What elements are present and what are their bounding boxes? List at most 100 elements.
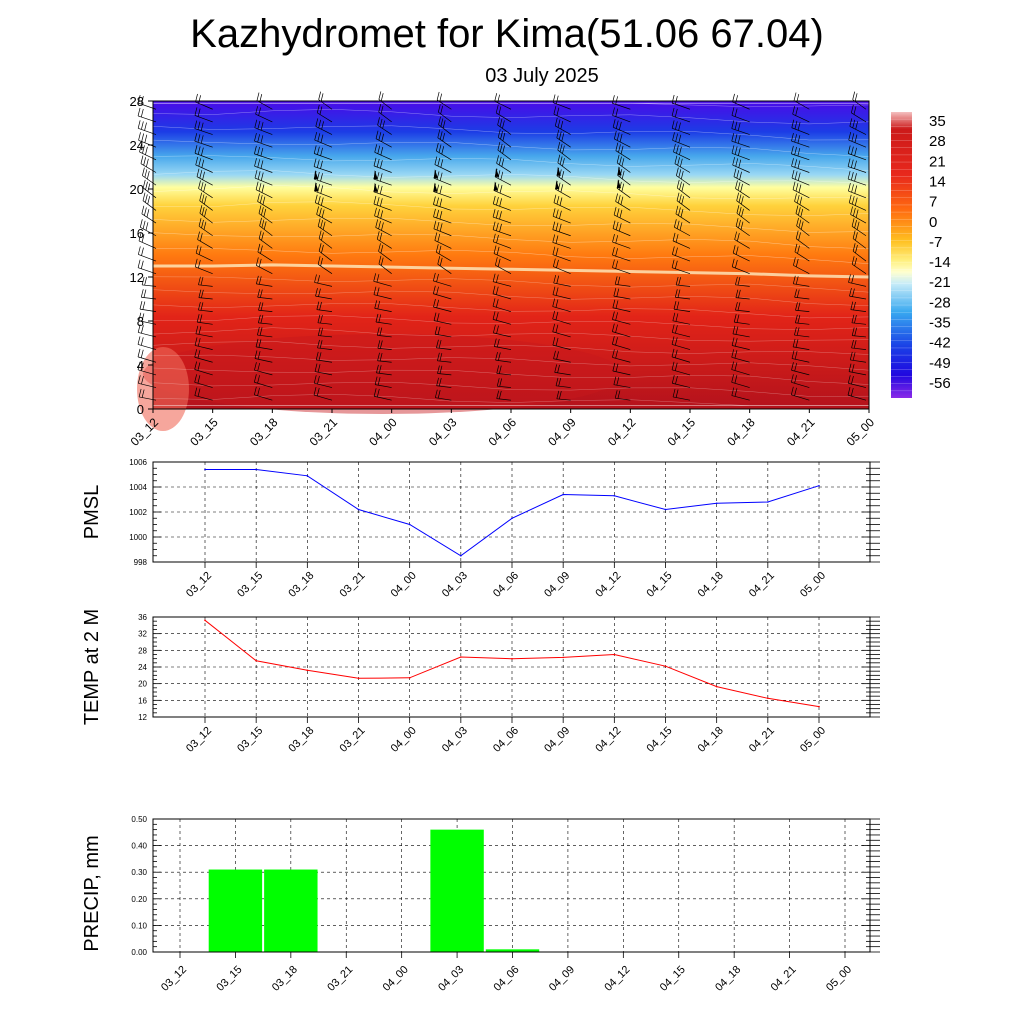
wind-barb-feather bbox=[146, 209, 150, 218]
pmsl-point bbox=[204, 468, 206, 471]
isotherm-lower bbox=[152, 367, 870, 385]
wind-barb-feather bbox=[671, 259, 675, 268]
wind-barb-feather bbox=[795, 314, 798, 323]
wind-barb-feather bbox=[851, 375, 854, 385]
isotherm-upper bbox=[152, 155, 870, 172]
wind-barb-feather bbox=[137, 375, 141, 384]
wind-barb-feather bbox=[558, 169, 562, 178]
wind-barb-feather bbox=[498, 365, 502, 374]
wind-barb-feather bbox=[436, 299, 440, 308]
wind-barb-feather bbox=[204, 196, 207, 205]
wind-barb-feather bbox=[615, 324, 618, 333]
wind-barb-feather bbox=[254, 169, 258, 179]
wind-barb-feather bbox=[672, 232, 676, 241]
wind-barb-feather bbox=[849, 351, 853, 361]
wind-barb-feather bbox=[850, 301, 854, 310]
freezing-level-line bbox=[153, 263, 870, 279]
x-tick-label: 03_12 bbox=[184, 725, 214, 755]
wind-barb-feather bbox=[496, 155, 499, 164]
wind-barb bbox=[257, 296, 273, 300]
wind-barb-feather bbox=[494, 257, 498, 266]
wind-barb-feather bbox=[442, 133, 445, 142]
wind-barb-feather bbox=[260, 160, 264, 169]
wind-barb-feather bbox=[141, 276, 145, 286]
wind-barb-feather bbox=[147, 183, 151, 192]
wind-barb-feather bbox=[611, 323, 615, 332]
wind-barb-feather bbox=[552, 221, 556, 230]
wind-barb-feather bbox=[798, 219, 802, 228]
wind-barb-feather bbox=[196, 168, 200, 177]
wind-barb-feather bbox=[434, 389, 438, 398]
temperature-field bbox=[153, 101, 869, 409]
wind-barb-feather bbox=[499, 378, 503, 387]
wind-barb bbox=[672, 320, 691, 325]
wind-barb-feather bbox=[373, 157, 377, 166]
x-tick-label: 04_18 bbox=[696, 725, 726, 755]
wind-barb-feather bbox=[257, 171, 261, 180]
wind-barb-feather bbox=[261, 232, 264, 241]
wind-barb-feather bbox=[735, 95, 738, 104]
wind-barb-feather bbox=[850, 159, 854, 168]
wind-barb-feather bbox=[317, 314, 321, 323]
temp2m-point bbox=[613, 653, 616, 656]
y-tick-label: 28 bbox=[138, 646, 147, 655]
x-tick-label: 04_00 bbox=[381, 964, 411, 994]
temp2m-point bbox=[664, 665, 667, 667]
wind-barb-feather bbox=[555, 95, 559, 104]
wind-barb bbox=[852, 335, 867, 338]
wind-barb-feather bbox=[680, 170, 684, 180]
wind-barb-feather bbox=[373, 286, 377, 295]
wind-barb-feather bbox=[673, 301, 677, 310]
wind-barb-feather bbox=[854, 134, 858, 143]
wind-barb-feather bbox=[676, 145, 679, 154]
wind-barb bbox=[615, 283, 631, 287]
wind-barb-feather bbox=[200, 135, 204, 144]
y-tick-label: 4 bbox=[137, 358, 144, 373]
wind-barb-feather bbox=[497, 170, 501, 179]
wind-barb-feather bbox=[847, 158, 851, 167]
wind-barb-feather bbox=[142, 145, 145, 154]
x-tick-label: 03_21 bbox=[338, 725, 368, 755]
wind-barb bbox=[437, 360, 452, 363]
wind-barb-feather bbox=[500, 131, 503, 140]
isotherm-lower bbox=[152, 327, 870, 342]
wind-barb-feather bbox=[145, 194, 148, 203]
wind-barb-feather bbox=[201, 206, 205, 216]
wind-barb-feather bbox=[851, 364, 855, 373]
x-tick-label: 04_21 bbox=[747, 570, 777, 600]
wind-barb-feather bbox=[615, 193, 618, 202]
wind-barb-feather bbox=[433, 196, 436, 205]
wind-barb-feather bbox=[137, 107, 141, 117]
wind-barb-feather bbox=[500, 171, 504, 180]
wind-barb-feather bbox=[795, 339, 799, 348]
wind-barb-feather bbox=[553, 106, 557, 115]
wind-barb-feather bbox=[194, 145, 198, 154]
wind-barb-feather bbox=[373, 388, 377, 397]
wind-barb-feather bbox=[198, 301, 201, 311]
wind-barb-feather bbox=[853, 301, 856, 311]
wind-barb-feather bbox=[854, 160, 857, 169]
wind-barb-feather bbox=[555, 287, 559, 296]
wind-barb-feather bbox=[678, 122, 681, 131]
wind-barb-feather bbox=[141, 247, 144, 256]
wind-barb-feather bbox=[200, 302, 204, 311]
wind-barb-feather bbox=[795, 183, 799, 192]
wind-barb-feather bbox=[380, 257, 384, 266]
temp2m-point bbox=[255, 659, 257, 662]
wind-barb-feather bbox=[140, 155, 144, 164]
wind-barb-feather bbox=[855, 209, 859, 218]
wind-barb-feather bbox=[316, 159, 320, 168]
wind-barb-feather bbox=[257, 159, 261, 168]
wind-barb-feather bbox=[432, 272, 436, 282]
wind-barb-feather bbox=[799, 196, 803, 205]
wind-barb-feather bbox=[262, 196, 266, 205]
wind-barb-feather bbox=[314, 194, 318, 203]
wind-barb-feather bbox=[375, 313, 379, 323]
wind-barb-pennant bbox=[314, 170, 319, 180]
wind-barb-feather bbox=[852, 91, 856, 100]
wind-barb-feather bbox=[615, 248, 618, 257]
wind-barb-feather bbox=[378, 104, 382, 113]
x-tick-label: 03_12 bbox=[184, 570, 214, 600]
wind-barb bbox=[849, 295, 867, 300]
wind-barb-feather bbox=[137, 324, 141, 333]
